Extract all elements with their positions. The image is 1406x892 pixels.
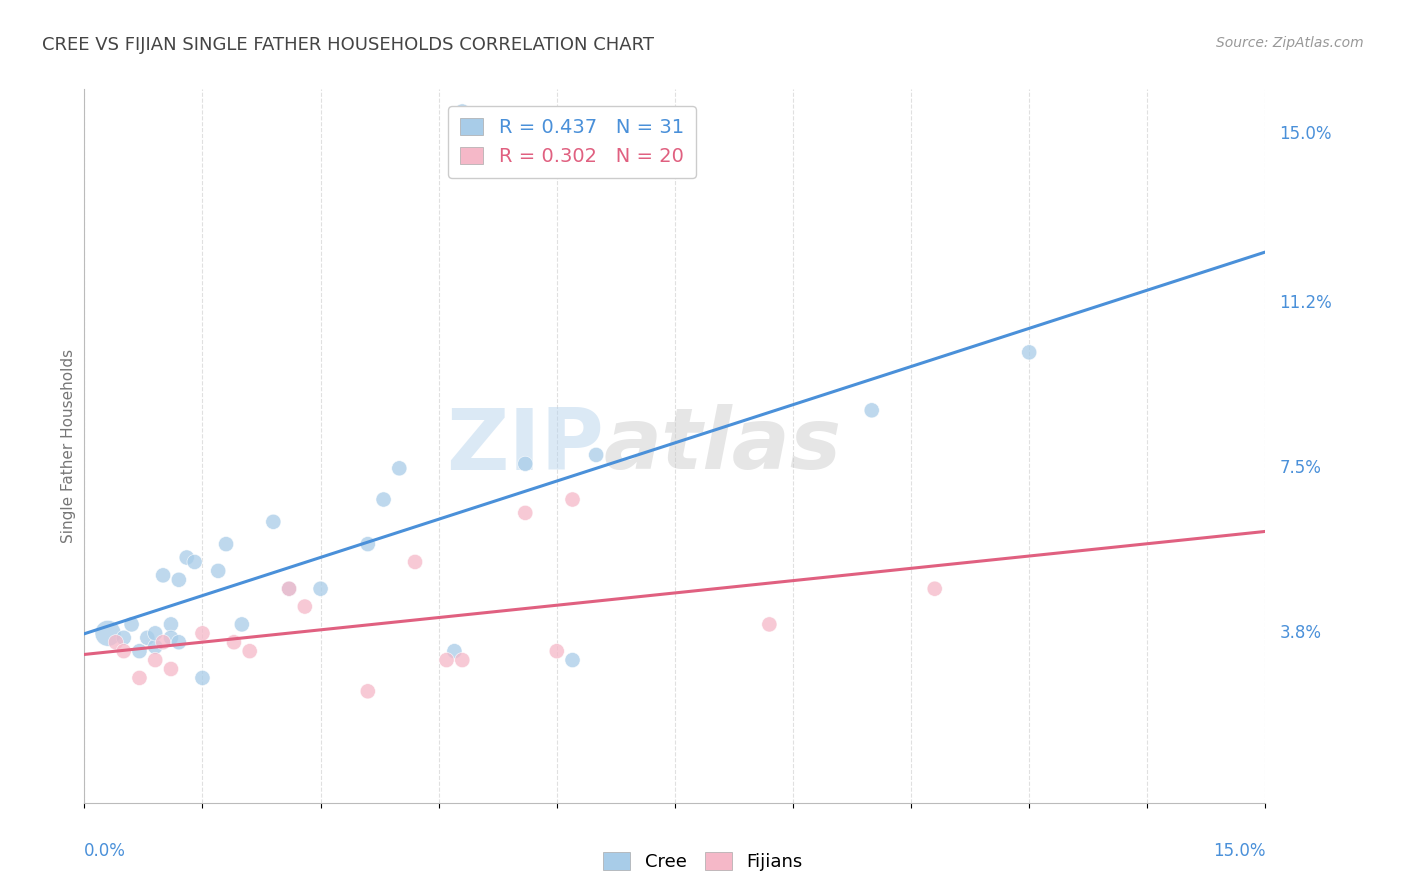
Point: [152, 568, 174, 582]
Point: [515, 506, 537, 520]
Point: [309, 582, 332, 596]
Point: [278, 582, 301, 596]
Point: [231, 617, 253, 632]
Point: [160, 631, 183, 645]
Text: 7.5%: 7.5%: [1279, 459, 1322, 477]
Text: Source: ZipAtlas.com: Source: ZipAtlas.com: [1216, 36, 1364, 50]
Point: [388, 461, 411, 475]
Point: [128, 644, 150, 658]
Point: [451, 653, 474, 667]
Point: [294, 599, 316, 614]
Point: [546, 644, 568, 658]
Point: [1018, 345, 1040, 359]
Point: [97, 626, 120, 640]
Point: [443, 644, 465, 658]
Point: [215, 537, 238, 551]
Point: [561, 653, 583, 667]
Text: 3.8%: 3.8%: [1279, 624, 1322, 642]
Point: [357, 684, 380, 698]
Text: 11.2%: 11.2%: [1279, 294, 1331, 312]
Point: [143, 653, 166, 667]
Point: [152, 635, 174, 649]
Point: [860, 403, 883, 417]
Point: [160, 617, 183, 632]
Legend: Cree, Fijians: Cree, Fijians: [596, 846, 810, 879]
Point: [207, 564, 229, 578]
Text: 15.0%: 15.0%: [1279, 125, 1331, 143]
Point: [112, 631, 135, 645]
Point: [191, 671, 214, 685]
Point: [436, 653, 458, 667]
Point: [585, 448, 607, 462]
Point: [222, 635, 245, 649]
Y-axis label: Single Father Households: Single Father Households: [60, 349, 76, 543]
Point: [758, 617, 780, 632]
Point: [404, 555, 426, 569]
Point: [278, 582, 301, 596]
Text: CREE VS FIJIAN SINGLE FATHER HOUSEHOLDS CORRELATION CHART: CREE VS FIJIAN SINGLE FATHER HOUSEHOLDS …: [42, 36, 654, 54]
Text: atlas: atlas: [605, 404, 842, 488]
Point: [183, 555, 205, 569]
Text: 0.0%: 0.0%: [84, 842, 127, 860]
Text: ZIP: ZIP: [446, 404, 605, 488]
Legend: R = 0.437   N = 31, R = 0.302   N = 20: R = 0.437 N = 31, R = 0.302 N = 20: [449, 106, 696, 178]
Point: [104, 635, 127, 649]
Point: [239, 644, 262, 658]
Point: [515, 457, 537, 471]
Point: [160, 662, 183, 676]
Point: [143, 640, 166, 654]
Point: [561, 492, 583, 507]
Point: [136, 631, 159, 645]
Point: [121, 617, 143, 632]
Point: [176, 550, 198, 565]
Point: [357, 537, 380, 551]
Point: [451, 104, 474, 119]
Point: [373, 492, 395, 507]
Point: [128, 671, 150, 685]
Point: [143, 626, 166, 640]
Text: 15.0%: 15.0%: [1213, 842, 1265, 860]
Point: [112, 644, 135, 658]
Point: [924, 582, 946, 596]
Point: [262, 515, 284, 529]
Point: [167, 635, 190, 649]
Point: [167, 573, 190, 587]
Point: [191, 626, 214, 640]
